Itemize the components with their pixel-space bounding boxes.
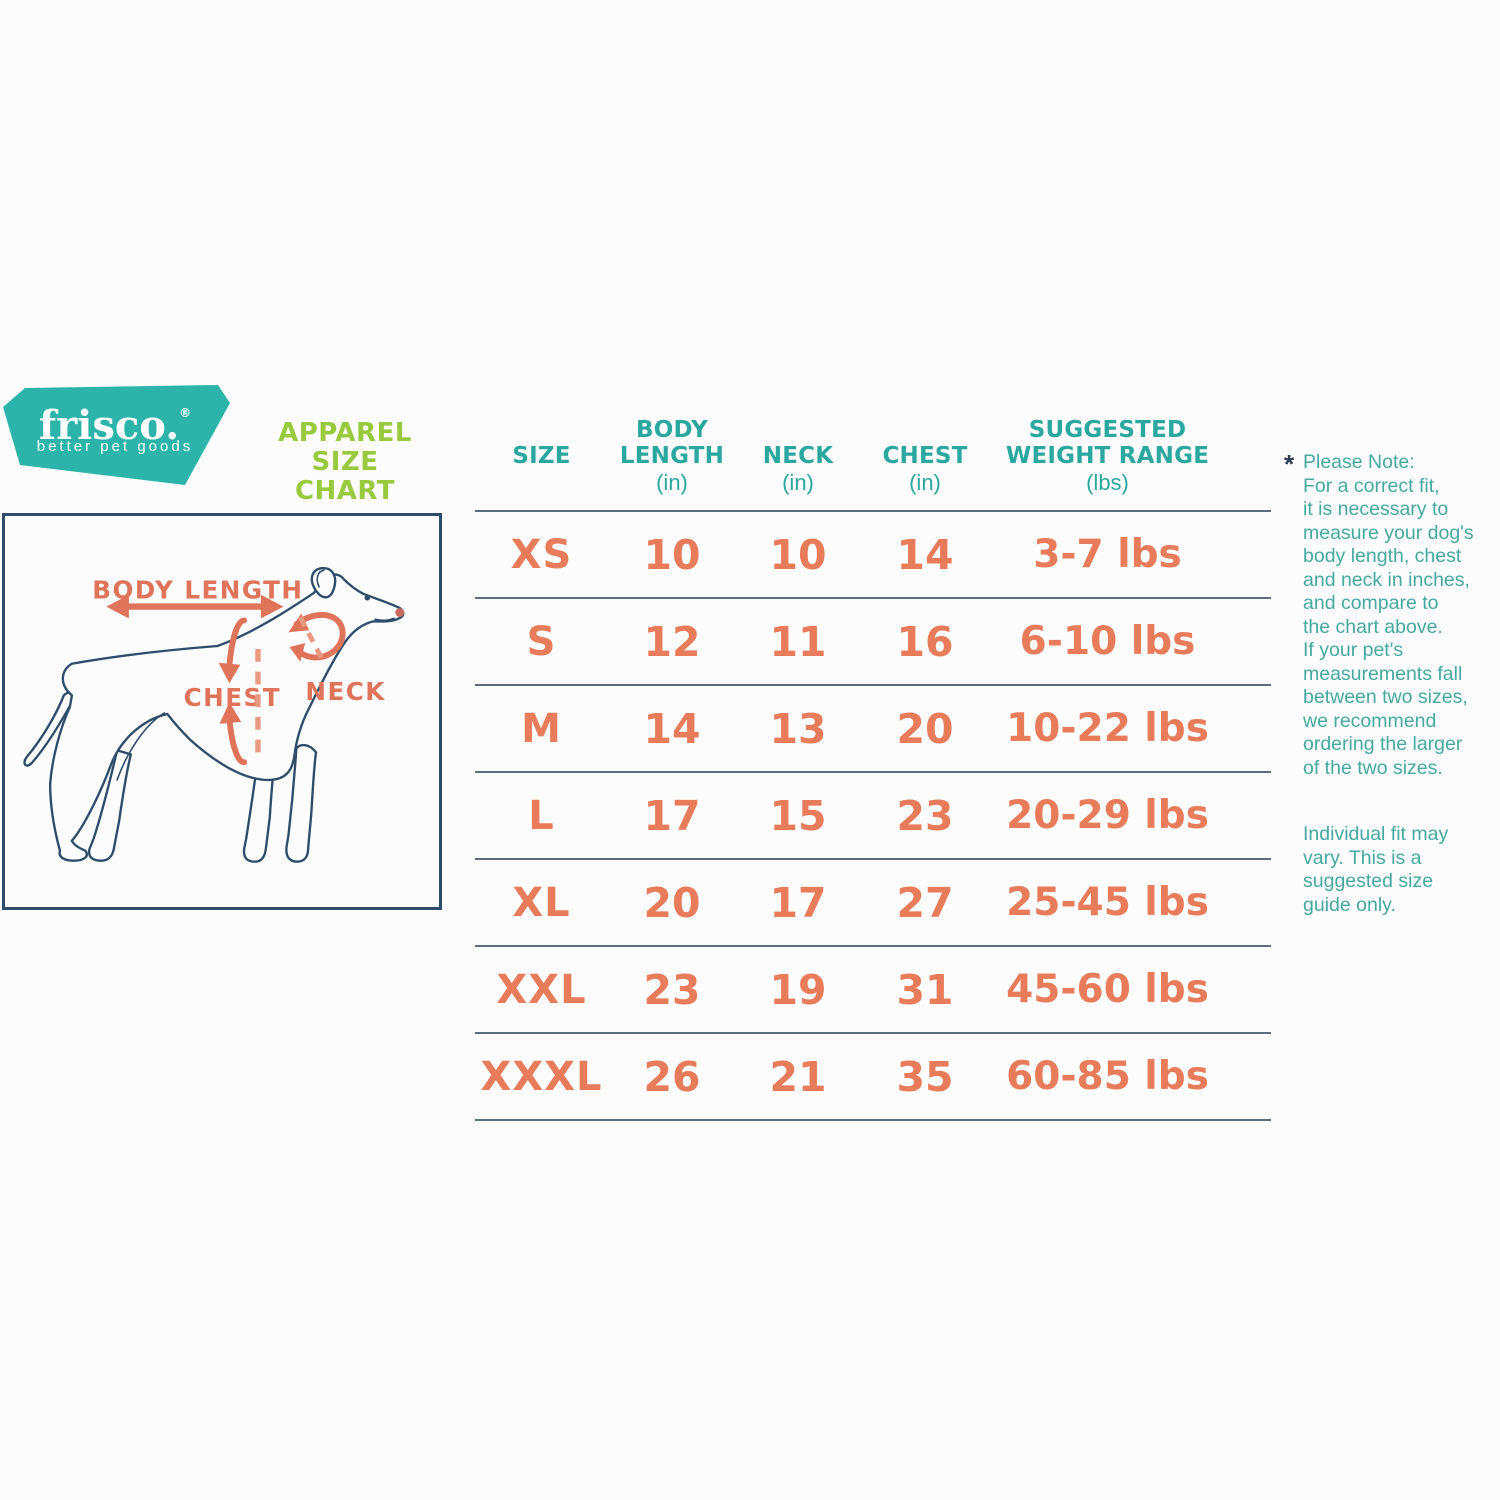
cell-neck: 11 (769, 617, 827, 666)
cell-neck: 15 (769, 791, 827, 840)
header-line: SUGGESTED (1028, 417, 1187, 443)
body-length-arrowhead-left (106, 594, 129, 619)
note-asterisk: * (1284, 449, 1295, 479)
cell-chest: 16 (896, 617, 954, 666)
table-row-s: S 12 11 16 6-10 lbs (475, 597, 1271, 684)
dog-mouth-line (374, 617, 395, 622)
cell-size: XS (510, 531, 573, 578)
dog-nose (395, 608, 405, 617)
cell-chest: 14 (896, 530, 954, 579)
page-title-line1: APPAREL (278, 418, 412, 448)
page-title-line2: SIZE CHART (294, 447, 396, 506)
table-row-l: L 17 15 23 20-29 lbs (475, 771, 1271, 858)
cell-chest: 23 (896, 791, 954, 840)
table-row-m: M 14 13 20 10-22 lbs (475, 684, 1271, 771)
table-row-xxl: XXL 23 19 31 45-60 lbs (475, 945, 1271, 1032)
cell-neck: 17 (769, 878, 827, 927)
cell-weight-range: 45-60 lbs (1006, 967, 1209, 1012)
table-row-xxxl: XXXL 26 21 35 60-85 lbs (475, 1032, 1271, 1121)
header-unit: (in) (782, 470, 814, 495)
header-unit: (in) (909, 470, 941, 495)
size-table: SIZE BODY LENGTH (in) NECK (in) CHEST (i… (475, 417, 1271, 1121)
cell-weight-range: 25-45 lbs (1006, 880, 1209, 925)
brand-name: frisco.® (25, 391, 205, 448)
dog-tail (23, 691, 77, 767)
note-footer: Individual fit may vary. This is a sugge… (1303, 823, 1449, 916)
cell-chest: 27 (896, 878, 954, 927)
neck-girth-arc (293, 612, 346, 661)
chest-girth-arc-lower (226, 715, 248, 766)
header-line: BODY (636, 417, 708, 443)
brand-tagline: better pet goods (36, 438, 194, 455)
column-header-size: SIZE (475, 417, 608, 510)
dog-thigh-line (116, 712, 166, 781)
header-line: CHEST (882, 443, 968, 469)
cell-body-length: 20 (643, 878, 701, 927)
column-header-weight-range: SUGGESTED WEIGHT RANGE (lbs) (990, 417, 1271, 510)
column-header-neck: NECK (in) (736, 417, 860, 510)
table-row-xs: XS 10 10 14 3-7 lbs (475, 510, 1271, 597)
note-heading: Please Note: (1303, 451, 1415, 473)
size-table-header: SIZE BODY LENGTH (in) NECK (in) CHEST (i… (475, 417, 1271, 510)
dog-ear-fold-line (316, 569, 325, 588)
cell-body-length: 26 (643, 1052, 701, 1101)
cell-weight-range: 60-85 lbs (1006, 1054, 1209, 1099)
cell-chest: 35 (896, 1052, 954, 1101)
header-line: LENGTH (619, 443, 725, 469)
cell-chest: 20 (896, 704, 954, 753)
cell-body-length: 10 (643, 530, 701, 579)
cell-size: L (528, 792, 555, 839)
header-line: NECK (762, 443, 834, 469)
dog-near-front-leg (285, 743, 318, 863)
cell-body-length: 23 (643, 965, 701, 1014)
chest-arrowhead-up (219, 702, 242, 724)
cell-size: XXL (496, 966, 587, 1013)
dog-illustration: BODY LENGTH CHEST NECK (23, 567, 405, 863)
column-header-body-length: BODY LENGTH (in) (608, 417, 736, 510)
registered-mark: ® (179, 406, 192, 420)
cell-neck: 13 (769, 704, 827, 753)
cell-neck: 21 (769, 1052, 827, 1101)
cell-weight-range: 10-22 lbs (1006, 706, 1209, 751)
cell-size: XXXL (480, 1053, 603, 1100)
header-unit: (in) (656, 470, 688, 495)
cell-neck: 10 (769, 530, 827, 579)
cell-weight-range: 6-10 lbs (1019, 619, 1196, 664)
body-length-arrowhead-right (260, 594, 284, 619)
cell-weight-range: 3-7 lbs (1033, 532, 1182, 577)
brand-name-text: frisco. (38, 402, 180, 449)
neck-arrowhead-lower (289, 643, 306, 662)
cell-neck: 19 (769, 965, 827, 1014)
cell-body-length: 14 (643, 704, 701, 753)
cell-size: S (526, 618, 557, 665)
neck-girth-dashed-line (298, 616, 326, 662)
neck-arrowhead-upper (288, 613, 310, 633)
frisco-logo-banner-shape (3, 385, 230, 485)
dog-eye (364, 594, 371, 601)
page-title: APPAREL SIZE CHART (262, 419, 428, 506)
header-unit: (lbs) (1086, 470, 1129, 495)
column-header-chest: CHEST (in) (860, 417, 990, 510)
note-block: Please Note: For a correct fit, it is ne… (1303, 451, 1500, 917)
note-body: For a correct fit, it is necessary to me… (1303, 474, 1474, 779)
header-line: WEIGHT RANGE (1005, 443, 1210, 469)
table-row-xl: XL 20 17 27 25-45 lbs (475, 858, 1271, 945)
neck-label: NECK (305, 677, 385, 706)
cell-size: XL (512, 879, 571, 926)
cell-size: M (521, 705, 562, 752)
frisco-logo: frisco.® better pet goods (0, 380, 240, 495)
chest-girth-arc-upper (226, 617, 248, 669)
cell-body-length: 17 (643, 791, 701, 840)
cell-chest: 31 (896, 965, 954, 1014)
chest-arrowhead-down (218, 662, 241, 684)
dog-measurement-diagram: BODY LENGTH CHEST NECK (2, 513, 442, 910)
cell-body-length: 12 (643, 617, 701, 666)
dog-far-rear-leg (87, 749, 133, 862)
cell-weight-range: 20-29 lbs (1006, 793, 1209, 838)
header-line: SIZE (512, 443, 571, 469)
